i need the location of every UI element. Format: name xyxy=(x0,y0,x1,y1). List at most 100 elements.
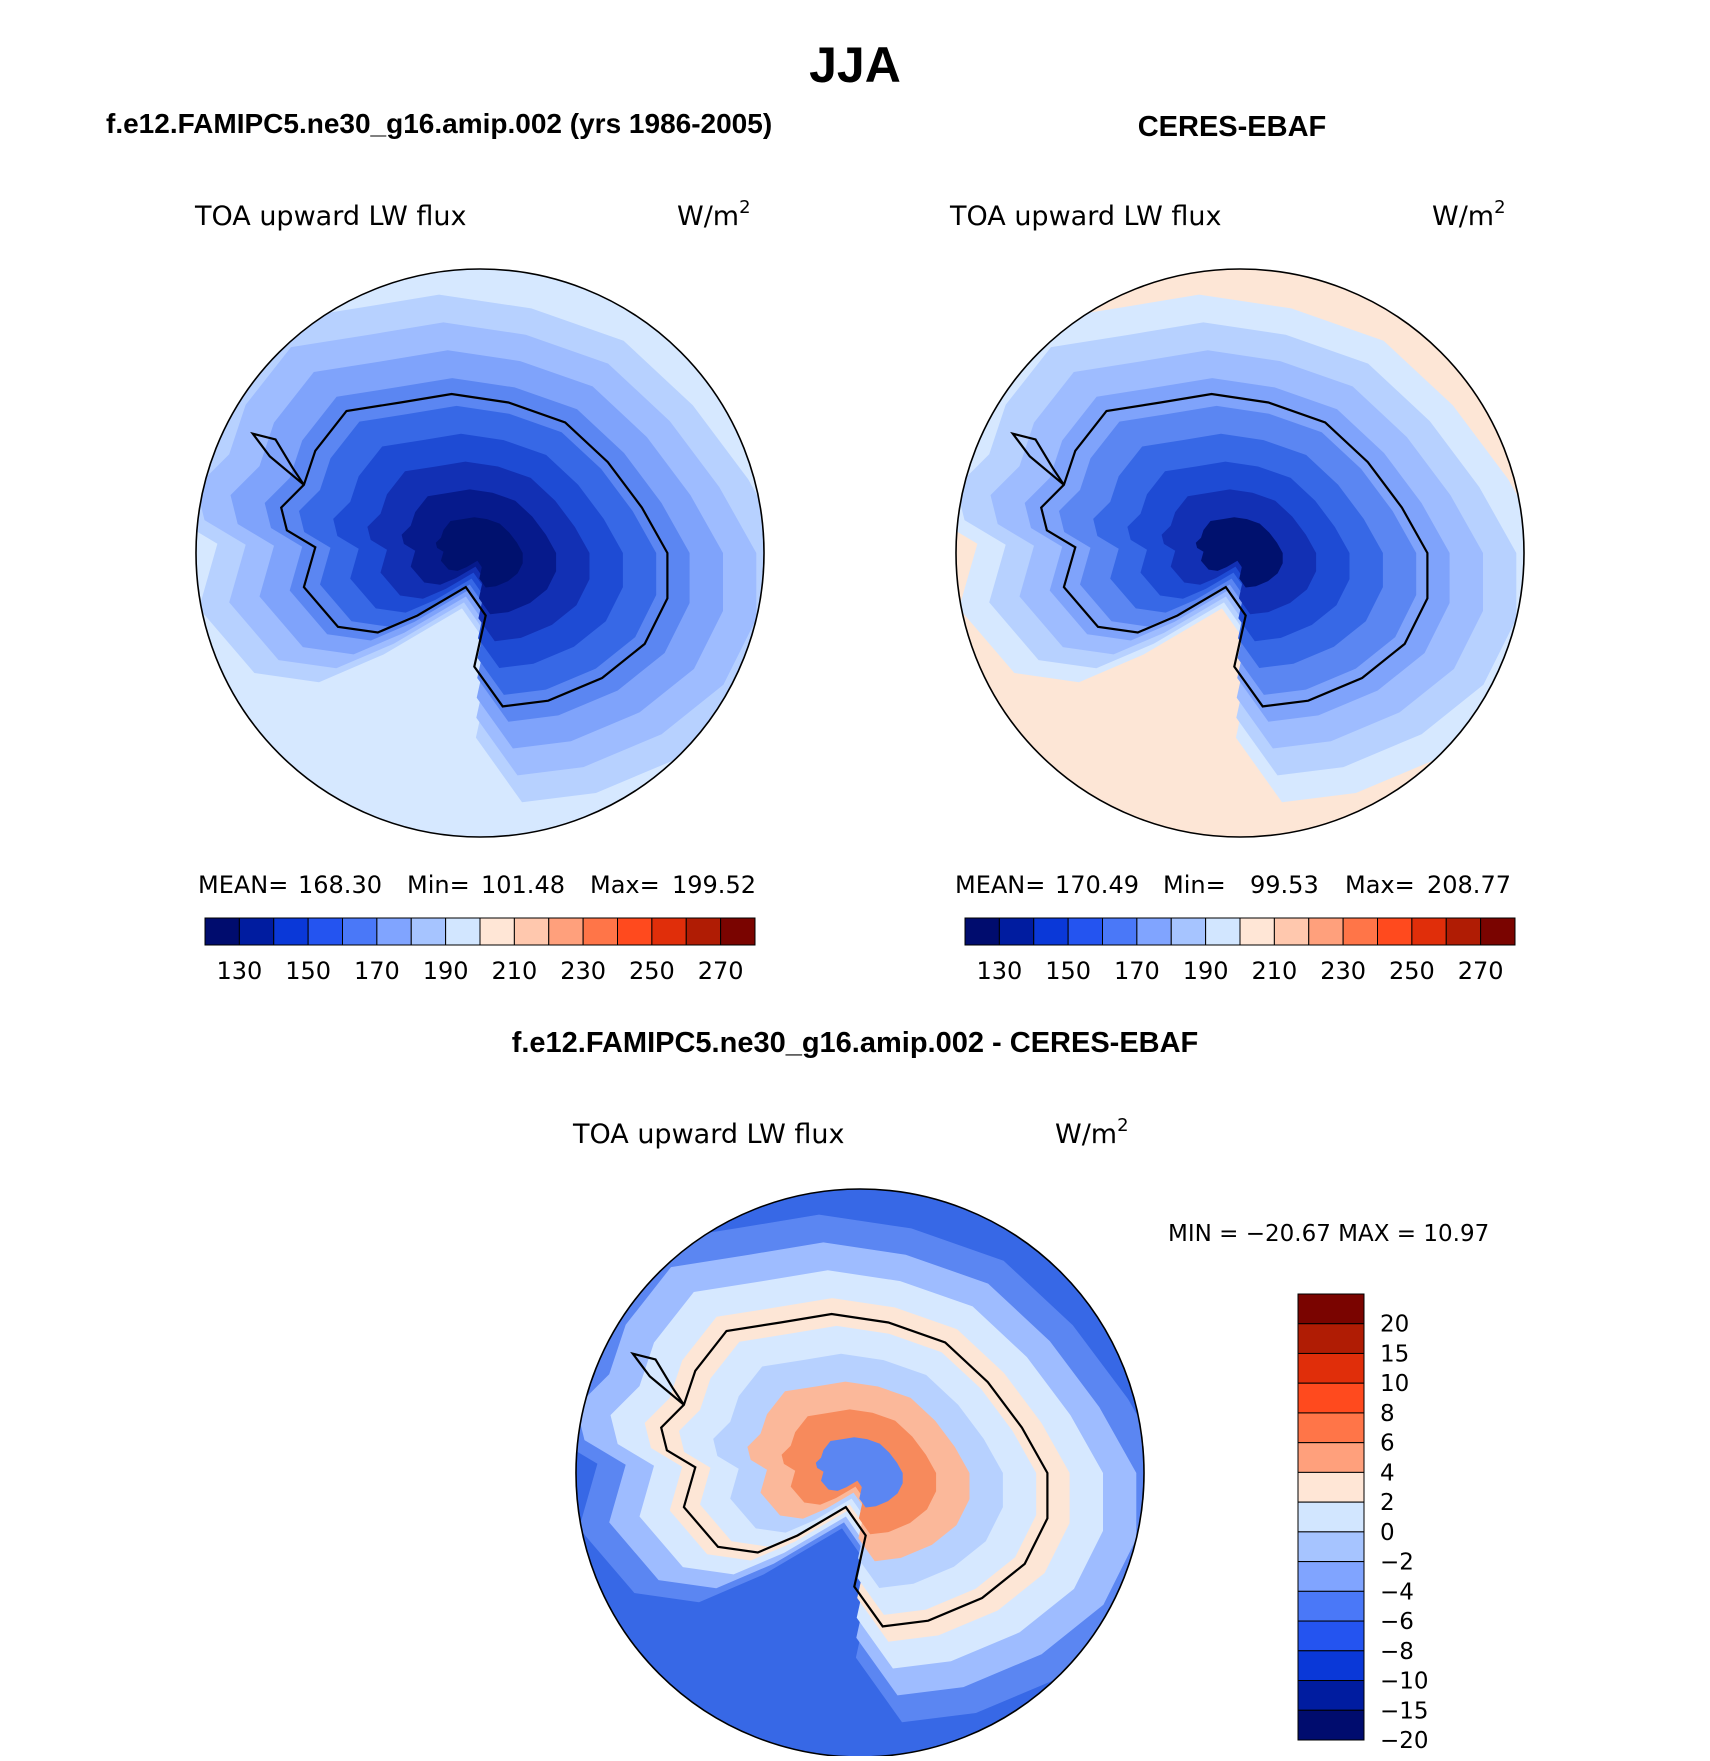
colorbar-obs-swatch xyxy=(1067,917,1103,946)
max-label: Max= xyxy=(1345,871,1415,899)
map-diff-coastline xyxy=(659,1312,1049,1628)
colorbar-diff-swatch xyxy=(1297,1561,1365,1592)
colorbar-diff-swatch xyxy=(1297,1650,1365,1682)
panel-model: f.e12.FAMIPC5.ne30_g16.amip.002 (yrs 198… xyxy=(106,108,772,985)
map-model-border xyxy=(195,268,765,838)
min-value: 101.48 xyxy=(481,871,565,899)
panel-obs-units: W/m2 xyxy=(1432,197,1506,232)
colorbar-diff-tick-label: −10 xyxy=(1380,1669,1429,1695)
colorbar-model-swatch xyxy=(342,917,378,946)
mean-value: 170.49 xyxy=(1055,871,1139,899)
colorbar-diff-swatch xyxy=(1297,1680,1365,1711)
colorbar-diff-tick-label: 20 xyxy=(1380,1312,1409,1338)
map-diff-peninsula xyxy=(630,1351,685,1406)
colorbar-diff-swatch xyxy=(1297,1352,1365,1384)
colorbar-obs-swatch xyxy=(998,917,1035,946)
colorbar-diff-tick-label: 15 xyxy=(1380,1341,1409,1367)
colorbar-diff-tick-label: 8 xyxy=(1380,1401,1395,1427)
map-obs-coastline xyxy=(1039,392,1429,708)
colorbar-model-swatch xyxy=(685,917,722,946)
min-label: Min= xyxy=(1163,871,1226,899)
colorbar-model-swatch xyxy=(548,917,584,946)
colorbar-model-swatch xyxy=(410,917,447,946)
colorbar-obs-swatch xyxy=(1239,917,1275,946)
colorbar-model-tick-label: 250 xyxy=(629,957,675,985)
colorbar-obs-swatch xyxy=(1136,917,1172,946)
map-diff-band xyxy=(815,1437,903,1508)
colorbar-diff-tick-label: −2 xyxy=(1380,1550,1414,1576)
colorbar-obs-swatch xyxy=(1342,917,1378,946)
panel-obs-stats: MEAN= 170.49 Min= 99.53 Max= 208.77 xyxy=(955,871,1511,899)
mean-label: MEAN= xyxy=(955,871,1045,899)
max-label: Max= xyxy=(590,871,660,899)
map-model-peninsula xyxy=(250,431,305,486)
map-model-coastline xyxy=(279,392,669,708)
colorbar-obs-swatch xyxy=(1308,917,1344,946)
map-model xyxy=(195,268,765,838)
colorbar-diff-swatch xyxy=(1297,1590,1365,1622)
colorbar-obs-swatch xyxy=(1445,917,1482,946)
colorbar-diff-tick-label: −15 xyxy=(1380,1698,1429,1724)
colorbar-obs-swatch xyxy=(1205,917,1241,946)
colorbar-model: 130 150 170 190 210 230 250 270 xyxy=(204,917,756,985)
colorbar-diff-tick-label: 6 xyxy=(1380,1431,1395,1457)
mean-value: 168.30 xyxy=(298,871,382,899)
colorbar-model-tick-label: 130 xyxy=(216,957,262,985)
colorbar-diff-tick-label: 4 xyxy=(1380,1460,1395,1486)
colorbar-obs-tick-label: 250 xyxy=(1389,957,1435,985)
colorbar-diff-swatch xyxy=(1297,1412,1365,1444)
colorbar-model-tick-label: 150 xyxy=(285,957,331,985)
colorbar-obs-tick-label: 270 xyxy=(1458,957,1504,985)
colorbar-model-tick-label: 210 xyxy=(491,957,537,985)
colorbar-model-swatch xyxy=(479,917,515,946)
panel-diff-title: f.e12.FAMIPC5.ne30_g16.amip.002 - CERES-… xyxy=(512,1027,1199,1059)
panel-model-units: W/m2 xyxy=(677,197,751,232)
colorbar-diff-tick-label: 10 xyxy=(1380,1371,1409,1397)
panel-diff-variable: TOA upward LW flux xyxy=(572,1119,845,1150)
colorbar-obs-tick-label: 210 xyxy=(1251,957,1297,985)
min-label: Min= xyxy=(407,871,470,899)
colorbar-obs-tick-label: 230 xyxy=(1320,957,1366,985)
colorbar-diff-tick-label: −8 xyxy=(1380,1639,1414,1665)
colorbar-model-swatch xyxy=(445,917,481,946)
colorbar-diff-tick-label: 2 xyxy=(1380,1490,1395,1516)
colorbar-obs-swatch xyxy=(1480,917,1516,946)
colorbar-diff-swatch xyxy=(1297,1709,1365,1741)
colorbar-model-swatch xyxy=(720,917,756,946)
colorbar-model-tick-label: 230 xyxy=(560,957,606,985)
max-value: 208.77 xyxy=(1427,871,1511,899)
colorbar-model-swatch xyxy=(238,917,275,946)
colorbar-obs-swatch xyxy=(1411,917,1447,946)
colorbar-obs-tick-label: 190 xyxy=(1183,957,1229,985)
panel-diff-units: W/m2 xyxy=(1055,1115,1129,1150)
colorbar-obs-swatch xyxy=(964,917,1000,946)
panel-model-variable: TOA upward LW flux xyxy=(194,201,467,232)
colorbar-model-swatch xyxy=(651,917,687,946)
map-obs-peninsula xyxy=(1010,431,1065,486)
colorbar-diff-tick-label: −20 xyxy=(1380,1728,1429,1754)
mean-label: MEAN= xyxy=(198,871,288,899)
colorbar-diff-swatch xyxy=(1297,1442,1365,1473)
panel-obs-title: CERES-EBAF xyxy=(1138,111,1327,143)
colorbar-model-swatch xyxy=(273,917,309,946)
colorbar-obs-tick-label: 150 xyxy=(1045,957,1091,985)
map-diff xyxy=(575,1188,1145,1758)
panel-diff-stats: MIN = −20.67 MAX = 10.97 xyxy=(1168,1221,1489,1247)
colorbar-model-swatch xyxy=(307,917,343,946)
colorbar-obs-swatch xyxy=(1033,917,1069,946)
colorbar-obs-swatch xyxy=(1102,917,1138,946)
colorbar-model-tick-label: 170 xyxy=(354,957,400,985)
colorbar-diff-tick-label: 0 xyxy=(1380,1520,1395,1546)
figure-title: JJA xyxy=(809,37,901,93)
colorbar-obs-tick-label: 170 xyxy=(1114,957,1160,985)
panel-diff: f.e12.FAMIPC5.ne30_g16.amip.002 - CERES-… xyxy=(512,1027,1489,1758)
colorbar-diff-tick-label: −6 xyxy=(1380,1609,1414,1635)
colorbar-obs-swatch xyxy=(1170,917,1207,946)
panel-obs: CERES-EBAF TOA upward LW flux W/m2 MEAN=… xyxy=(949,111,1525,985)
colorbar-model-swatch xyxy=(204,917,240,946)
colorbar-diff-swatch xyxy=(1297,1471,1365,1503)
map-obs-band xyxy=(1195,517,1283,588)
colorbar-model-swatch xyxy=(376,917,412,946)
